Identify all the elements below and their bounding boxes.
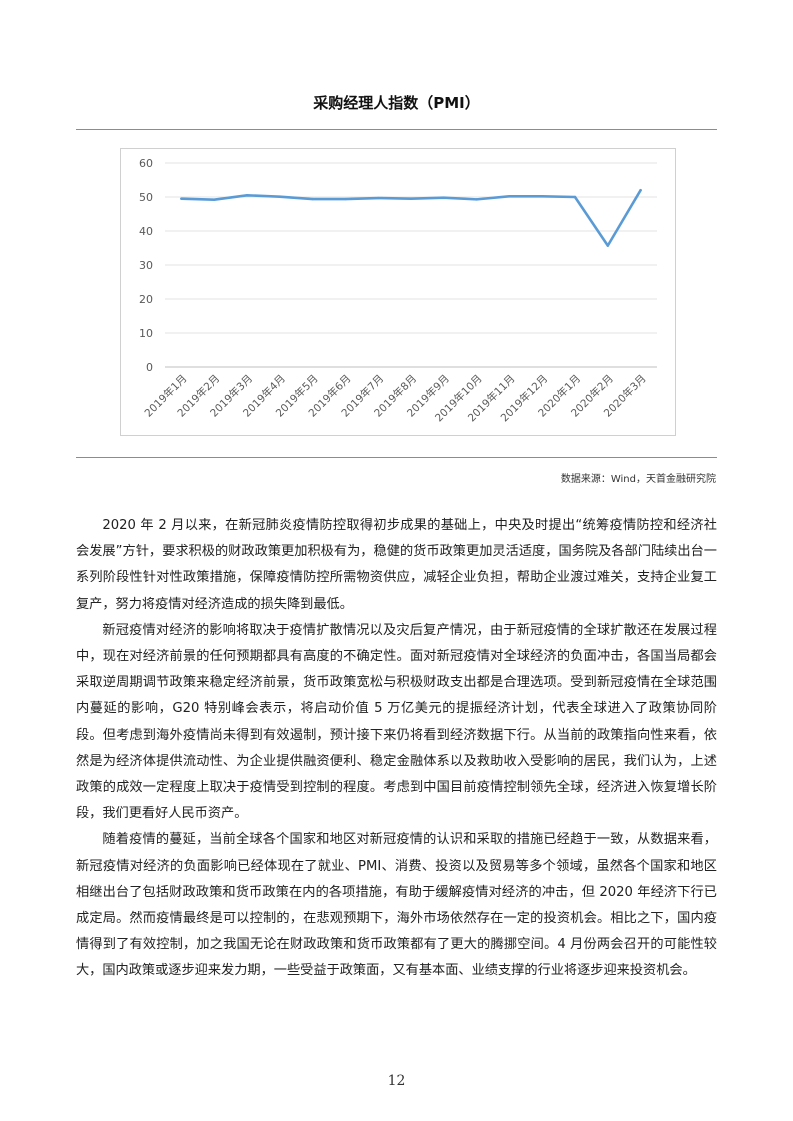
data-point — [246, 194, 248, 196]
y-tick-label: 20 — [139, 293, 153, 306]
bottom-rule — [76, 457, 717, 458]
page-number: 12 — [0, 1073, 793, 1089]
pmi-chart: 0 10 20 30 40 50 60 2019年1月 2019年2月 2019年3月 2019年4… — [120, 148, 676, 436]
source-note: 数据来源：Wind，天首金融研究院 — [561, 470, 716, 485]
y-tick-label: 10 — [139, 327, 153, 340]
data-point — [475, 198, 477, 200]
y-tick-label: 30 — [139, 259, 153, 272]
data-point — [180, 198, 182, 200]
top-rule — [76, 129, 717, 130]
pmi-chart-svg: 01020304050602019年1月2019年2月2019年3月2019年4… — [121, 149, 677, 437]
y-tick-label: 60 — [139, 157, 153, 170]
data-point — [574, 196, 576, 198]
body-text: 2020 年 2 月以来，在新冠肺炎疫情防控取得初步成果的基础上，中央及时提出“… — [76, 513, 717, 985]
data-point — [443, 196, 445, 198]
data-point — [410, 198, 412, 200]
data-point — [213, 199, 215, 201]
chart-title: 采购经理人指数（PMI） — [0, 92, 793, 113]
paragraph-3: 随着疫情的蔓延，当前全球各个国家和地区对新冠疫情的认识和采取的措施已经趋于一致，… — [76, 827, 717, 984]
y-tick-label: 40 — [139, 225, 153, 238]
data-point — [508, 195, 510, 197]
paragraph-1: 2020 年 2 月以来，在新冠肺炎疫情防控取得初步成果的基础上，中央及时提出“… — [76, 513, 717, 618]
data-point — [639, 189, 641, 191]
data-point — [344, 198, 346, 200]
y-tick-label: 50 — [139, 191, 153, 204]
data-point — [541, 195, 543, 197]
y-tick-label: 0 — [146, 361, 153, 374]
paragraph-2: 新冠疫情对经济的影响将取决于疫情扩散情况以及灾后复产情况，由于新冠疫情的全球扩散… — [76, 618, 717, 828]
data-point — [607, 244, 609, 246]
data-point — [311, 198, 313, 200]
data-point — [279, 195, 281, 197]
data-point — [377, 197, 379, 199]
